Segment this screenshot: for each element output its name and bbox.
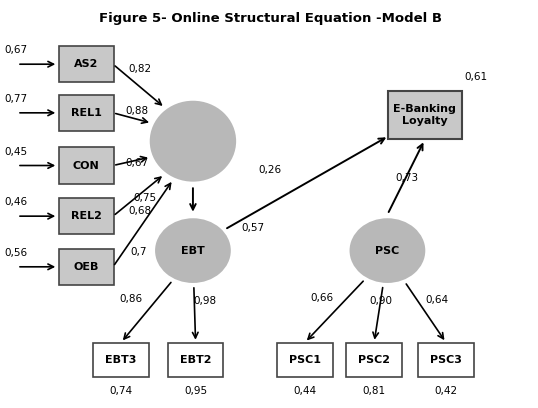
Text: 0,57: 0,57 bbox=[241, 223, 264, 233]
Text: 0,68: 0,68 bbox=[129, 206, 152, 215]
Text: 0,44: 0,44 bbox=[293, 386, 316, 396]
Text: 0,42: 0,42 bbox=[435, 386, 458, 396]
Text: 0,67: 0,67 bbox=[4, 45, 27, 55]
FancyBboxPatch shape bbox=[59, 198, 114, 234]
FancyBboxPatch shape bbox=[346, 343, 402, 377]
Ellipse shape bbox=[153, 216, 233, 285]
Text: 0,56: 0,56 bbox=[4, 248, 27, 258]
Text: AS2: AS2 bbox=[74, 59, 98, 69]
Text: 0,73: 0,73 bbox=[395, 173, 419, 183]
Text: Figure 5- Online Structural Equation -Model B: Figure 5- Online Structural Equation -Mo… bbox=[98, 11, 442, 24]
FancyBboxPatch shape bbox=[419, 343, 474, 377]
Text: OEB: OEB bbox=[74, 262, 99, 272]
Text: 0,26: 0,26 bbox=[259, 164, 282, 175]
FancyBboxPatch shape bbox=[59, 147, 114, 184]
FancyBboxPatch shape bbox=[93, 343, 148, 377]
Text: PSC1: PSC1 bbox=[289, 355, 321, 365]
Text: 0,61: 0,61 bbox=[465, 73, 488, 82]
Text: 0,77: 0,77 bbox=[4, 94, 27, 104]
Text: E-Banking
Loyalty: E-Banking Loyalty bbox=[393, 104, 456, 126]
Text: 0,74: 0,74 bbox=[109, 386, 132, 396]
Text: 0,86: 0,86 bbox=[119, 294, 143, 304]
Text: PSC: PSC bbox=[376, 246, 400, 255]
Text: 0,90: 0,90 bbox=[370, 296, 393, 306]
Text: EBT2: EBT2 bbox=[180, 355, 211, 365]
Text: 0,46: 0,46 bbox=[4, 197, 27, 207]
Text: EBT3: EBT3 bbox=[105, 355, 137, 365]
Text: 0,75: 0,75 bbox=[131, 247, 154, 257]
Text: 0,81: 0,81 bbox=[363, 386, 386, 396]
Text: 0,64: 0,64 bbox=[426, 295, 449, 305]
Text: 0,67: 0,67 bbox=[125, 158, 148, 169]
Text: EBT: EBT bbox=[181, 246, 205, 255]
Ellipse shape bbox=[348, 216, 427, 285]
FancyBboxPatch shape bbox=[59, 46, 114, 82]
Text: 0,45: 0,45 bbox=[4, 146, 27, 157]
Ellipse shape bbox=[341, 211, 434, 290]
Ellipse shape bbox=[141, 94, 245, 188]
FancyBboxPatch shape bbox=[388, 91, 462, 139]
FancyBboxPatch shape bbox=[277, 343, 332, 377]
FancyBboxPatch shape bbox=[59, 95, 114, 131]
Text: CON: CON bbox=[73, 160, 100, 171]
Text: 0,88: 0,88 bbox=[125, 106, 148, 115]
Text: REL1: REL1 bbox=[71, 108, 102, 118]
Text: PSC2: PSC2 bbox=[358, 355, 390, 365]
Text: 0,98: 0,98 bbox=[194, 296, 217, 306]
Text: 0,75: 0,75 bbox=[133, 193, 157, 203]
Text: 0,66: 0,66 bbox=[310, 293, 333, 304]
Text: PSC3: PSC3 bbox=[430, 355, 462, 365]
Ellipse shape bbox=[146, 211, 239, 290]
FancyBboxPatch shape bbox=[59, 249, 114, 285]
Text: 0,95: 0,95 bbox=[184, 386, 207, 396]
Text: REL2: REL2 bbox=[71, 211, 102, 221]
FancyBboxPatch shape bbox=[168, 343, 223, 377]
Text: 0,82: 0,82 bbox=[129, 64, 152, 74]
Ellipse shape bbox=[147, 99, 238, 184]
